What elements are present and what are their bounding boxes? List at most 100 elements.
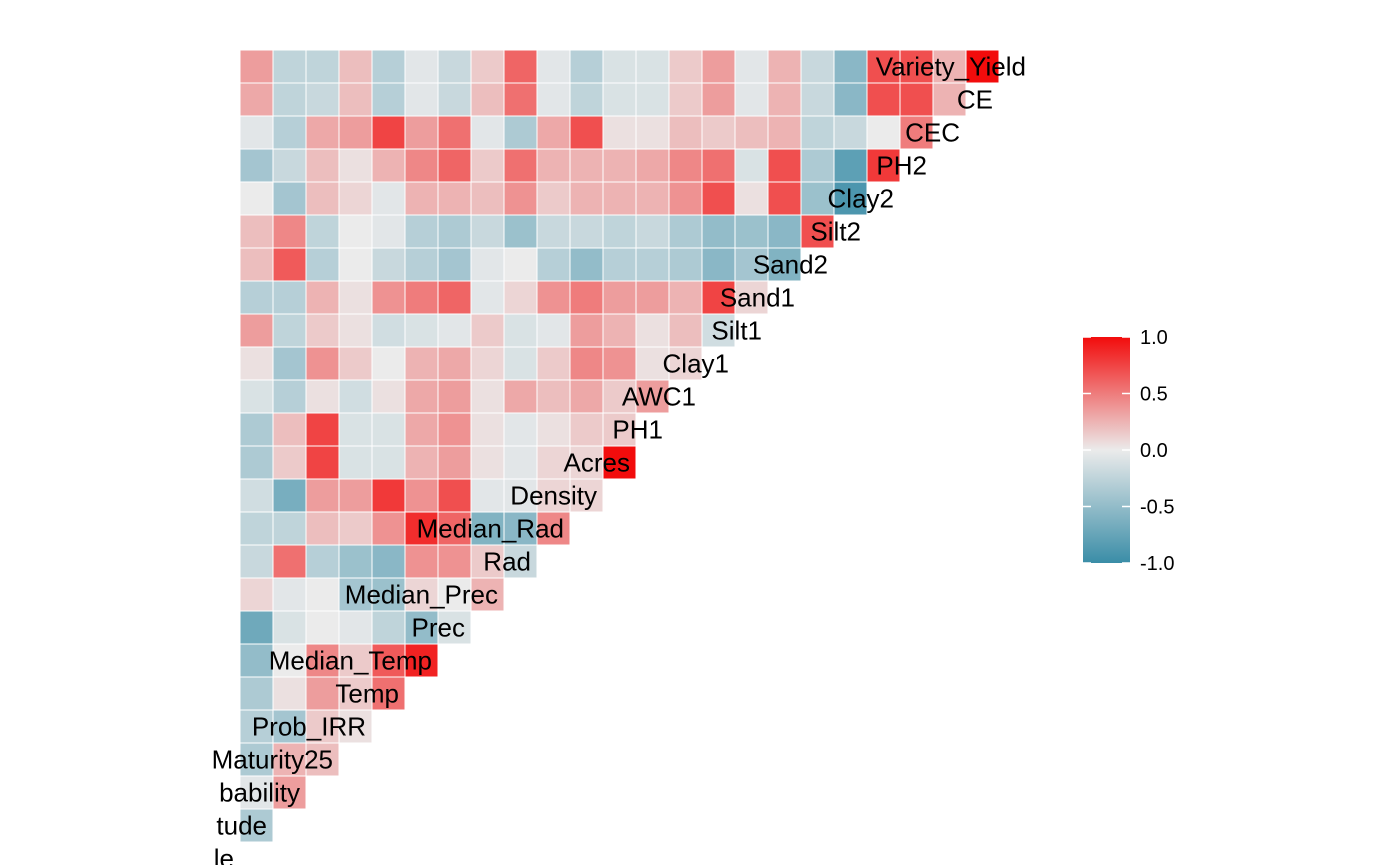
heatmap-cell-Silt1-Prob_IRR xyxy=(371,313,406,348)
heatmap-cell-AWC1-Maturity25 xyxy=(338,379,373,414)
heatmap-cell-Maturity25-tude xyxy=(272,742,307,777)
heatmap-cell-Rad-Median_Prec xyxy=(503,544,538,579)
heatmap-cell-tude-le xyxy=(239,808,274,843)
heatmap-cell-PH2-Median_Temp xyxy=(437,148,472,183)
heatmap-cell-PH2-Silt1 xyxy=(767,148,802,183)
heatmap-cell-CE-Median_Temp xyxy=(437,82,472,117)
heatmap-cell-Clay1-Prob_IRR xyxy=(371,346,406,381)
heatmap-cell-Sand2-Maturity25 xyxy=(338,247,373,282)
heatmap-cell-PH2-le xyxy=(239,148,274,183)
heatmap-cell-Silt1-Median_Rad xyxy=(569,313,604,348)
heatmap-cell-Silt2-AWC1 xyxy=(701,214,736,249)
heatmap-cell-Variety_Yield-bability xyxy=(305,49,340,84)
heatmap-cell-Rad-Maturity25 xyxy=(338,544,373,579)
heatmap-cell-bability-le xyxy=(239,775,274,810)
heatmap-cell-Median_Rad-Maturity25 xyxy=(338,511,373,546)
heatmap-cell-CEC-Clay1 xyxy=(734,115,769,150)
heatmap-cell-AWC1-Acres xyxy=(635,379,670,414)
heatmap-cell-Silt1-Maturity25 xyxy=(338,313,373,348)
heatmap-cell-PH2-Sand2 xyxy=(833,148,868,183)
heatmap-cell-Median_Rad-Median_Prec xyxy=(503,511,538,546)
heatmap-cell-Variety_Yield-Clay1 xyxy=(734,49,769,84)
heatmap-cell-Acres-Rad xyxy=(536,445,571,480)
heatmap-cell-Rad-tude xyxy=(272,544,307,579)
heatmap-cell-PH2-Acres xyxy=(635,148,670,183)
heatmap-cell-Clay2-Clay1 xyxy=(734,181,769,216)
heatmap-cell-Silt2-PH1 xyxy=(668,214,703,249)
heatmap-cell-Clay2-bability xyxy=(305,181,340,216)
heatmap-cell-PH2-Density xyxy=(602,148,637,183)
variable-label: Variety_Yield xyxy=(876,52,1026,82)
heatmap-cell-Prec-Temp xyxy=(404,610,439,645)
heatmap-cell-Prob_IRR-Maturity25 xyxy=(338,709,373,744)
heatmap-cell-PH2-Median_Rad xyxy=(569,148,604,183)
heatmap-cell-Silt2-Prob_IRR xyxy=(371,214,406,249)
variable-label: Median_Rad xyxy=(417,514,564,544)
heatmap-cell-PH2-Prec xyxy=(470,148,505,183)
heatmap-cell-CE-Rad xyxy=(536,82,571,117)
heatmap-cell-CE-AWC1 xyxy=(701,82,736,117)
heatmap-cell-Silt2-Median_Rad xyxy=(569,214,604,249)
heatmap-cell-CEC-AWC1 xyxy=(701,115,736,150)
heatmap-cell-CEC-Prec xyxy=(470,115,505,150)
heatmap-cell-Variety_Yield-Prec xyxy=(470,49,505,84)
heatmap-cell-Temp-le xyxy=(239,676,274,711)
heatmap-cell-PH2-Maturity25 xyxy=(338,148,373,183)
heatmap-cell-Rad-bability xyxy=(305,544,340,579)
heatmap-cell-CE-Clay1 xyxy=(734,82,769,117)
heatmap-cell-Clay2-tude xyxy=(272,181,307,216)
heatmap-cell-Temp-Prob_IRR xyxy=(371,676,406,711)
heatmap-cell-CEC-PH1 xyxy=(668,115,703,150)
heatmap-cell-Clay2-PH1 xyxy=(668,181,703,216)
heatmap-cell-Acres-le xyxy=(239,445,274,480)
heatmap-cell-Sand1-Acres xyxy=(635,280,670,315)
heatmap-cell-Silt2-Median_Temp xyxy=(437,214,472,249)
heatmap-cell-Density-Maturity25 xyxy=(338,478,373,513)
heatmap-cell-Density-tude xyxy=(272,478,307,513)
heatmap-cell-Sand2-Temp xyxy=(404,247,439,282)
heatmap-cell-Variety_Yield-Median_Rad xyxy=(569,49,604,84)
heatmap-cell-CEC-Maturity25 xyxy=(338,115,373,150)
heatmap-cell-Clay2-Rad xyxy=(536,181,571,216)
heatmap-cell-CEC-Acres xyxy=(635,115,670,150)
variable-label: Temp xyxy=(335,679,399,709)
heatmap-cell-CEC-tude xyxy=(272,115,307,150)
heatmap-cell-Sand2-AWC1 xyxy=(701,247,736,282)
heatmap-cell-Acres-Median_Prec xyxy=(503,445,538,480)
heatmap-cell-Sand2-Median_Temp xyxy=(437,247,472,282)
heatmap-cell-Clay1-Maturity25 xyxy=(338,346,373,381)
heatmap-cell-Rad-Prob_IRR xyxy=(371,544,406,579)
heatmap-cell-Silt1-bability xyxy=(305,313,340,348)
legend-ticks: 1.0 0.5 0.0 -0.5 -1.0 xyxy=(1083,327,1174,575)
heatmap-cell-Prec-Median_Temp xyxy=(437,610,472,645)
heatmap-cell-Silt2-bability xyxy=(305,214,340,249)
heatmap-cell-Variety_Yield-Silt2 xyxy=(866,49,901,84)
heatmap-cell-Sand1-Maturity25 xyxy=(338,280,373,315)
heatmap-cell-Acres-Median_Rad xyxy=(569,445,604,480)
heatmap-cell-Silt1-Median_Temp xyxy=(437,313,472,348)
heatmap-cell-Clay1-Median_Rad xyxy=(569,346,604,381)
heatmap-cell-Maturity25-bability xyxy=(305,742,340,777)
heatmap-cell-Median_Prec-bability xyxy=(305,577,340,612)
heatmap-cell-Sand1-tude xyxy=(272,280,307,315)
heatmap-cell-Temp-tude xyxy=(272,676,307,711)
variable-label: Rad xyxy=(483,547,531,577)
heatmap-cell-Variety_Yield-Density xyxy=(602,49,637,84)
heatmap-cell-Clay1-Acres xyxy=(635,346,670,381)
heatmap-cell-Sand2-Prec xyxy=(470,247,505,282)
heatmap-cell-Sand1-Rad xyxy=(536,280,571,315)
heatmap-cell-Sand2-Acres xyxy=(635,247,670,282)
heatmap-cell-Prec-bability xyxy=(305,610,340,645)
heatmap-cell-Prec-Maturity25 xyxy=(338,610,373,645)
heatmap-cell-CE-PH2 xyxy=(932,82,967,117)
heatmap-cell-AWC1-Prob_IRR xyxy=(371,379,406,414)
heatmap-cell-Sand1-bability xyxy=(305,280,340,315)
heatmap-cell-Clay2-Prec xyxy=(470,181,505,216)
heatmap-cell-Acres-tude xyxy=(272,445,307,480)
heatmap-cell-Variety_Yield-PH1 xyxy=(668,49,703,84)
heatmap-cell-Clay1-Median_Prec xyxy=(503,346,538,381)
heatmap-cell-CE-Silt2 xyxy=(866,82,901,117)
variable-labels: letudebabilityMaturity25Prob_IRRTempMedi… xyxy=(212,52,1026,865)
heatmap-cell-Variety_Yield-Temp xyxy=(404,49,439,84)
